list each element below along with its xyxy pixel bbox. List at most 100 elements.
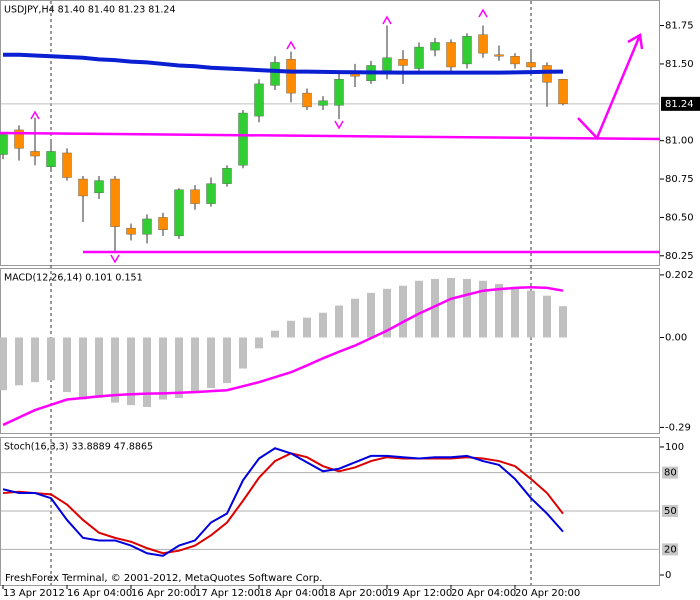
x-tick-label: 17 Apr 12:00 — [195, 588, 260, 599]
macd-bar — [367, 292, 375, 338]
macd-bar — [527, 290, 535, 338]
candle-body — [254, 83, 264, 117]
panel-title: USDJPY,H4 81.40 81.40 81.23 81.24 — [4, 5, 176, 16]
forecast-arrow — [577, 34, 642, 141]
fractal-up — [478, 8, 488, 18]
fractal-down — [334, 120, 344, 130]
x-tick-label: 20 Apr 20:00 — [515, 588, 580, 599]
candle-body — [46, 151, 56, 167]
macd-bar — [271, 330, 279, 338]
y-tick-label: 81.00 — [665, 136, 694, 147]
candle-body — [110, 178, 120, 227]
candle-body — [222, 168, 232, 184]
y-tick-label: 100 — [665, 442, 684, 453]
candle-body — [126, 227, 136, 235]
macd-bar — [479, 280, 487, 338]
last-price-label: 81.24 — [665, 99, 694, 110]
macd-bar — [175, 337, 183, 398]
macd-bar — [239, 337, 247, 369]
candle-body — [414, 46, 424, 69]
x-tick-label: 20 Apr 04:00 — [451, 588, 516, 599]
level-box — [662, 504, 678, 517]
candle-body — [94, 180, 104, 194]
candle-body — [0, 134, 8, 155]
drawn-objects — [0, 32, 661, 254]
candle-body — [494, 54, 504, 57]
fractal-up — [382, 15, 392, 25]
candle-body — [14, 129, 24, 149]
candle-body — [62, 152, 72, 178]
fractal-up — [30, 110, 40, 120]
y-tick-label: 80.75 — [665, 174, 694, 185]
macd-bar — [447, 277, 455, 338]
macd-bar — [159, 337, 167, 400]
y-tick-label: 0.202 — [665, 270, 694, 281]
candle-body — [270, 62, 280, 86]
macd-bar — [15, 337, 23, 386]
macd-bar — [63, 337, 71, 393]
x-tick-label: 16 Apr 20:00 — [131, 588, 196, 599]
macd-bar — [383, 288, 391, 338]
footer: FreshForex Terminal, © 2001-2012, MetaQu… — [5, 573, 322, 584]
candle-body — [334, 79, 344, 106]
macd-bar — [255, 337, 263, 349]
macd-bar — [127, 337, 135, 406]
arrow-head — [627, 32, 644, 50]
panel-title: Stoch(16,3,3) 33.8889 47.8865 — [4, 442, 153, 453]
macd-bar — [399, 285, 407, 338]
macd-bar — [431, 278, 439, 338]
last-price-box — [661, 96, 700, 111]
x-tick-label: 18 Apr 20:00 — [323, 588, 388, 599]
x-tick-label: 13 Apr 2012 — [3, 588, 65, 599]
macd-bar — [143, 337, 151, 407]
level-label: 80 — [664, 468, 677, 479]
macd-bar — [511, 286, 519, 338]
x-tick-label: 16 Apr 04:00 — [67, 588, 132, 599]
fractals — [30, 8, 488, 264]
level-label: 20 — [664, 544, 677, 555]
candle-body — [158, 217, 168, 230]
stoch-main — [2, 447, 564, 557]
macd-bar — [31, 337, 39, 383]
candle-body — [510, 56, 520, 65]
macd-bar — [287, 320, 295, 338]
macd-bar — [543, 295, 551, 338]
y-tick-label: 80.25 — [665, 251, 694, 262]
macd-bar — [207, 337, 215, 389]
macd-bar — [415, 280, 423, 338]
candle-body — [446, 42, 456, 68]
macd-bar — [303, 317, 311, 338]
y-tick-label: 81.50 — [665, 59, 694, 70]
level-box — [662, 466, 678, 479]
candle-body — [318, 100, 328, 106]
level-label: 50 — [664, 506, 677, 517]
candle-body — [286, 59, 296, 94]
y-tick-label: 0.00 — [665, 333, 687, 344]
macd-bar — [0, 337, 7, 391]
moving-average — [3, 52, 564, 75]
candle-body — [430, 42, 440, 51]
macd-signal — [2, 286, 564, 427]
macd-bar — [319, 312, 327, 338]
macd-bar — [495, 283, 503, 338]
candle-body — [30, 151, 40, 157]
plot: 81.75 81.50 81.00 80.75 80.50 80.25 USDJPY,H4 … — [0, 5, 700, 599]
stoch-panel — [0, 437, 660, 586]
fractal-up — [286, 40, 296, 50]
level-box — [662, 543, 678, 556]
x-tick-label: 18 Apr 04:00 — [259, 588, 324, 599]
panel-title: MACD(12,26,14) 0.101 0.151 — [4, 273, 143, 284]
y-tick-label: -0.29 — [665, 422, 691, 433]
candle-body — [462, 36, 472, 65]
fractal-down — [110, 254, 120, 264]
candle-body — [142, 218, 152, 235]
candle-body — [478, 34, 488, 54]
candle-body — [542, 65, 552, 83]
macd-bar — [191, 337, 199, 393]
macd-bar — [95, 337, 103, 398]
candle-body — [526, 62, 536, 68]
macd-bar — [351, 298, 359, 338]
macd-bar — [79, 337, 87, 400]
x-tick-label: 19 Apr 12:00 — [387, 588, 452, 599]
